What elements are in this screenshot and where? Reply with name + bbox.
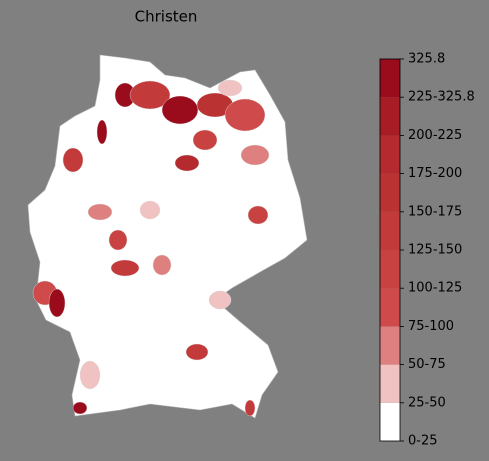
colorbar-label: 100-125 xyxy=(408,281,462,296)
colorbar-segment xyxy=(380,97,400,136)
colorbar-segment xyxy=(380,402,400,441)
colorbar: 0-25 25-50 50-75 75-100 100-125 125-150 150-17… xyxy=(379,52,475,449)
district xyxy=(48,288,66,318)
district xyxy=(152,254,172,276)
district xyxy=(192,129,218,151)
district xyxy=(174,154,200,172)
colorbar-label: 25-50 xyxy=(408,395,446,410)
district xyxy=(110,259,140,277)
district xyxy=(244,399,256,417)
district xyxy=(72,401,88,415)
district xyxy=(87,203,113,221)
colorbar-label: 225-325.8 xyxy=(408,90,475,105)
colorbar-label: 200-225 xyxy=(408,128,462,143)
colorbar-label: 175-200 xyxy=(408,166,462,181)
country-outline xyxy=(27,54,308,419)
colorbar-label: 125-150 xyxy=(408,243,462,258)
district xyxy=(224,98,266,132)
colorbar-label: 50-75 xyxy=(408,357,446,372)
districts xyxy=(32,79,270,417)
district xyxy=(62,147,84,173)
colorbar-segment xyxy=(380,250,400,289)
colorbar-label: 325.8 xyxy=(408,52,445,67)
colorbar-label: 75-100 xyxy=(408,319,454,334)
district xyxy=(240,144,270,166)
district xyxy=(108,229,128,251)
colorbar-label: 150-175 xyxy=(408,204,462,219)
colorbar-segment xyxy=(380,288,400,327)
district xyxy=(129,80,171,110)
colorbar-segment xyxy=(380,326,400,365)
colorbar-label: 0-25 xyxy=(408,434,438,449)
colorbar-segment xyxy=(380,173,400,212)
district xyxy=(79,360,101,390)
colorbar-segment xyxy=(380,135,400,174)
district xyxy=(96,119,108,145)
colorbar-segment xyxy=(380,59,400,98)
colorbar-segment xyxy=(380,364,400,403)
district xyxy=(161,95,199,125)
district xyxy=(208,290,232,310)
district xyxy=(139,200,161,220)
district xyxy=(247,205,269,225)
map-title: Christen xyxy=(135,8,198,26)
germany-map xyxy=(27,54,308,419)
colorbar-segment xyxy=(380,211,400,250)
district xyxy=(185,343,209,361)
district xyxy=(217,79,243,97)
